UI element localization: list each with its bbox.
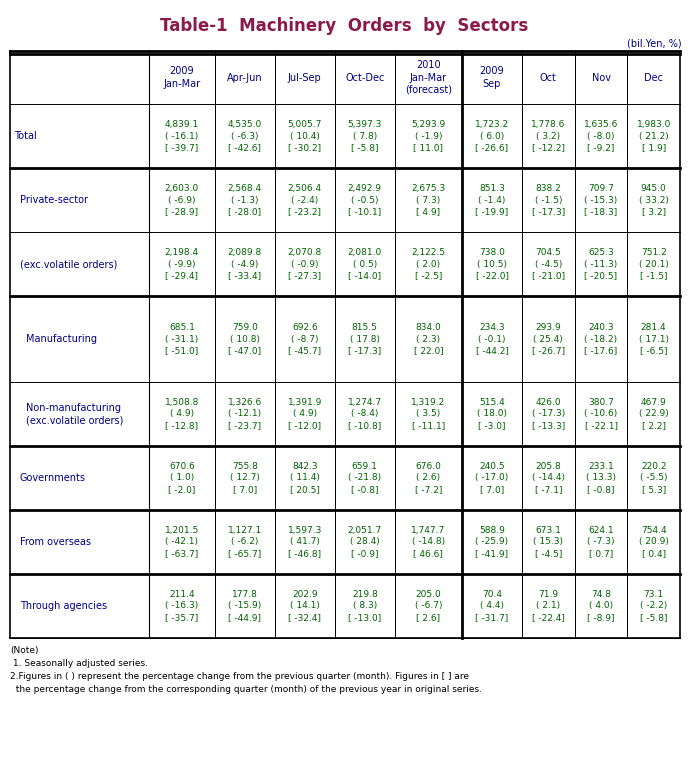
Text: 754.4
( 20.9)
[ 0.4]: 754.4 ( 20.9) [ 0.4] (638, 526, 669, 558)
Text: Manufacturing: Manufacturing (26, 334, 97, 344)
Text: 1,201.5
( -42.1)
[ -63.7]: 1,201.5 ( -42.1) [ -63.7] (164, 526, 199, 558)
Text: (bil.Yen, %): (bil.Yen, %) (627, 39, 682, 49)
Text: 234.3
( -0.1)
[ -44.2]: 234.3 ( -0.1) [ -44.2] (475, 323, 508, 355)
Text: 588.9
( -25.9)
[ -41.9]: 588.9 ( -25.9) [ -41.9] (475, 526, 508, 558)
Text: Nov: Nov (592, 73, 610, 83)
Text: 380.7
( -10.6)
[ -22.1]: 380.7 ( -10.6) [ -22.1] (584, 398, 618, 430)
Text: 467.9
( 22.9)
[ 2.2]: 467.9 ( 22.9) [ 2.2] (638, 398, 669, 430)
Text: 1,274.7
( -8.4)
[ -10.8]: 1,274.7 ( -8.4) [ -10.8] (347, 398, 382, 430)
Text: 1,127.1
( -6.2)
[ -65.7]: 1,127.1 ( -6.2) [ -65.7] (228, 526, 262, 558)
Text: 220.2
( -5.5)
[ 5.3]: 220.2 ( -5.5) [ 5.3] (640, 462, 667, 494)
Text: 759.0
( 10.8)
[ -47.0]: 759.0 ( 10.8) [ -47.0] (228, 323, 261, 355)
Text: 851.3
( -1.4)
[ -19.9]: 851.3 ( -1.4) [ -19.9] (475, 184, 508, 216)
Text: 205.0
( -6.7)
[ 2.6]: 205.0 ( -6.7) [ 2.6] (415, 590, 442, 622)
Text: 751.2
( 20.1)
[ -1.5]: 751.2 ( 20.1) [ -1.5] (638, 248, 669, 280)
Text: 2,603.0
( -6.9)
[ -28.9]: 2,603.0 ( -6.9) [ -28.9] (164, 184, 199, 216)
Text: 233.1
( 13.3)
[ -0.8]: 233.1 ( 13.3) [ -0.8] (586, 462, 616, 494)
Text: Private-sector: Private-sector (20, 195, 88, 205)
Text: 177.8
( -15.9)
[ -44.9]: 177.8 ( -15.9) [ -44.9] (228, 590, 261, 622)
Text: 692.6
( -8.7)
[ -45.7]: 692.6 ( -8.7) [ -45.7] (288, 323, 321, 355)
Text: 2,675.3
( 7.3)
[ 4.9]: 2,675.3 ( 7.3) [ 4.9] (411, 184, 446, 216)
Text: 685.1
( -31.1)
[ -51.0]: 685.1 ( -31.1) [ -51.0] (165, 323, 199, 355)
Text: 2.Figures in ( ) represent the percentage change from the previous quarter (mont: 2.Figures in ( ) represent the percentag… (10, 672, 469, 681)
Text: 211.4
( -16.3)
[ -35.7]: 211.4 ( -16.3) [ -35.7] (165, 590, 199, 622)
Text: 240.5
( -17.0)
[ 7.0]: 240.5 ( -17.0) [ 7.0] (475, 462, 508, 494)
Text: Table-1  Machinery  Orders  by  Sectors: Table-1 Machinery Orders by Sectors (160, 17, 528, 35)
Text: 673.1
( 15.3)
[ -4.5]: 673.1 ( 15.3) [ -4.5] (533, 526, 563, 558)
Text: 834.0
( 2.3)
[ 22.0]: 834.0 ( 2.3) [ 22.0] (413, 323, 443, 355)
Text: 2,568.4
( -1.3)
[ -28.0]: 2,568.4 ( -1.3) [ -28.0] (228, 184, 262, 216)
Text: 2010
Jan-Mar
(forecast): 2010 Jan-Mar (forecast) (405, 61, 452, 95)
Text: Non-manufacturing
(exc.volatile orders): Non-manufacturing (exc.volatile orders) (26, 403, 123, 425)
Text: 755.8
( 12.7)
[ 7.0]: 755.8 ( 12.7) [ 7.0] (230, 462, 260, 494)
Text: Total: Total (14, 131, 36, 141)
Text: 704.5
( -4.5)
[ -21.0]: 704.5 ( -4.5) [ -21.0] (532, 248, 565, 280)
Text: Apr-Jun: Apr-Jun (227, 73, 263, 83)
Text: 1,635.6
( -8.0)
[ -9.2]: 1,635.6 ( -8.0) [ -9.2] (584, 120, 619, 152)
Text: 4,535.0
( -6.3)
[ -42.6]: 4,535.0 ( -6.3) [ -42.6] (228, 120, 262, 152)
Text: 219.8
( 8.3)
[ -13.0]: 219.8 ( 8.3) [ -13.0] (348, 590, 381, 622)
Text: 2,070.8
( -0.9)
[ -27.3]: 2,070.8 ( -0.9) [ -27.3] (288, 248, 322, 280)
Text: 5,005.7
( 10.4)
[ -30.2]: 5,005.7 ( 10.4) [ -30.2] (288, 120, 322, 152)
Text: 1,508.8
( 4.9)
[ -12.8]: 1,508.8 ( 4.9) [ -12.8] (164, 398, 199, 430)
Text: 2,051.7
( 28.4)
[ -0.9]: 2,051.7 ( 28.4) [ -0.9] (347, 526, 382, 558)
Text: 2,506.4
( -2.4)
[ -23.2]: 2,506.4 ( -2.4) [ -23.2] (288, 184, 322, 216)
Text: 670.6
( 1.0)
[ -2.0]: 670.6 ( 1.0) [ -2.0] (168, 462, 195, 494)
Text: 426.0
( -17.3)
[ -13.3]: 426.0 ( -17.3) [ -13.3] (532, 398, 565, 430)
Text: Through agencies: Through agencies (20, 601, 107, 611)
Text: 281.4
( 17.1)
[ -6.5]: 281.4 ( 17.1) [ -6.5] (638, 323, 669, 355)
Text: 202.9
( 14.1)
[ -32.4]: 202.9 ( 14.1) [ -32.4] (288, 590, 321, 622)
Text: 5,397.3
( 7.8)
[ -5.8]: 5,397.3 ( 7.8) [ -5.8] (347, 120, 382, 152)
Text: From overseas: From overseas (20, 537, 91, 547)
Text: 1,723.2
( 6.0)
[ -26.6]: 1,723.2 ( 6.0) [ -26.6] (475, 120, 509, 152)
Text: 2,122.5
( 2.0)
[ -2.5]: 2,122.5 ( 2.0) [ -2.5] (411, 248, 445, 280)
Text: 71.9
( 2.1)
[ -22.4]: 71.9 ( 2.1) [ -22.4] (532, 590, 565, 622)
Text: 945.0
( 33.2)
[ 3.2]: 945.0 ( 33.2) [ 3.2] (638, 184, 669, 216)
Text: 74.8
( 4.0)
[ -8.9]: 74.8 ( 4.0) [ -8.9] (588, 590, 615, 622)
Text: Oct-Dec: Oct-Dec (345, 73, 385, 83)
Text: 842.3
( 11.4)
[ 20.5]: 842.3 ( 11.4) [ 20.5] (290, 462, 320, 494)
Text: 659.1
( -21.8)
[ -0.8]: 659.1 ( -21.8) [ -0.8] (348, 462, 381, 494)
Text: 625.3
( -11.3)
[ -20.5]: 625.3 ( -11.3) [ -20.5] (584, 248, 618, 280)
Text: Dec: Dec (644, 73, 663, 83)
Text: 838.2
( -1.5)
[ -17.3]: 838.2 ( -1.5) [ -17.3] (532, 184, 565, 216)
Text: 1,778.6
( 3.2)
[ -12.2]: 1,778.6 ( 3.2) [ -12.2] (531, 120, 566, 152)
Text: Oct: Oct (540, 73, 557, 83)
Text: 676.0
( 2.6)
[ -7.2]: 676.0 ( 2.6) [ -7.2] (415, 462, 442, 494)
Text: 1,326.6
( -12.1)
[ -23.7]: 1,326.6 ( -12.1) [ -23.7] (228, 398, 262, 430)
Text: 2,492.9
( -0.5)
[ -10.1]: 2,492.9 ( -0.5) [ -10.1] (347, 184, 382, 216)
Text: 70.4
( 4.4)
[ -31.7]: 70.4 ( 4.4) [ -31.7] (475, 590, 508, 622)
Text: Governments: Governments (20, 473, 86, 483)
Text: 2009
Jan-Mar: 2009 Jan-Mar (163, 67, 200, 89)
Text: 1. Seasonally adjusted series.: 1. Seasonally adjusted series. (10, 659, 148, 668)
Text: 1,747.7
( -14.8)
[ 46.6]: 1,747.7 ( -14.8) [ 46.6] (411, 526, 446, 558)
Text: 1,983.0
( 21.2)
[ 1.9]: 1,983.0 ( 21.2) [ 1.9] (636, 120, 671, 152)
Text: 2,081.0
( 0.5)
[ -14.0]: 2,081.0 ( 0.5) [ -14.0] (347, 248, 382, 280)
Text: 624.1
( -7.3)
[ 0.7]: 624.1 ( -7.3) [ 0.7] (588, 526, 615, 558)
Text: 2,089.8
( -4.9)
[ -33.4]: 2,089.8 ( -4.9) [ -33.4] (228, 248, 262, 280)
Text: 1,597.3
( 41.7)
[ -46.8]: 1,597.3 ( 41.7) [ -46.8] (288, 526, 322, 558)
Text: 5,293.9
( -1.9)
[ 11.0]: 5,293.9 ( -1.9) [ 11.0] (411, 120, 446, 152)
Text: 515.4
( 18.0)
[ -3.0]: 515.4 ( 18.0) [ -3.0] (477, 398, 507, 430)
Text: 1,391.9
( 4.9)
[ -12.0]: 1,391.9 ( 4.9) [ -12.0] (288, 398, 322, 430)
Text: 709.7
( -15.3)
[ -18.3]: 709.7 ( -15.3) [ -18.3] (584, 184, 618, 216)
Text: 4,839.1
( -16.1)
[ -39.7]: 4,839.1 ( -16.1) [ -39.7] (164, 120, 199, 152)
Text: (exc.volatile orders): (exc.volatile orders) (20, 259, 118, 269)
Text: 2,198.4
( -9.9)
[ -29.4]: 2,198.4 ( -9.9) [ -29.4] (165, 248, 199, 280)
Text: (Note): (Note) (10, 646, 39, 655)
Text: 2009
Sep: 2009 Sep (480, 67, 504, 89)
Text: 205.8
( -14.4)
[ -7.1]: 205.8 ( -14.4) [ -7.1] (532, 462, 565, 494)
Text: Jul-Sep: Jul-Sep (288, 73, 322, 83)
Text: 240.3
( -18.2)
[ -17.6]: 240.3 ( -18.2) [ -17.6] (584, 323, 618, 355)
Text: 293.9
( 25.4)
[ -26.7]: 293.9 ( 25.4) [ -26.7] (532, 323, 565, 355)
Text: 815.5
( 17.8)
[ -17.3]: 815.5 ( 17.8) [ -17.3] (348, 323, 381, 355)
Text: 73.1
( -2.2)
[ -5.8]: 73.1 ( -2.2) [ -5.8] (640, 590, 667, 622)
Text: 738.0
( 10.5)
[ -22.0]: 738.0 ( 10.5) [ -22.0] (475, 248, 508, 280)
Text: 1,319.2
( 3.5)
[ -11.1]: 1,319.2 ( 3.5) [ -11.1] (411, 398, 446, 430)
Text: the percentage change from the corresponding quarter (month) of the previous yea: the percentage change from the correspon… (10, 685, 482, 694)
